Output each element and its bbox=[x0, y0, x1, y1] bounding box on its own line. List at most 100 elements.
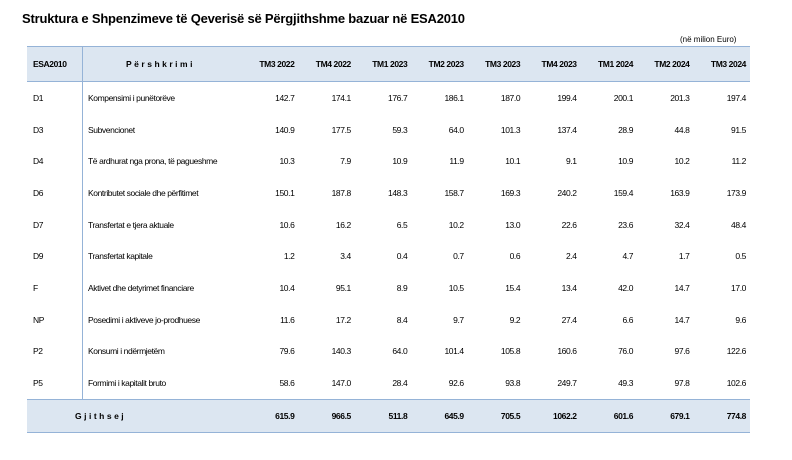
header-period: TM2 2023 bbox=[411, 46, 468, 82]
row-value: 15.4 bbox=[505, 282, 521, 293]
table-row: P5 Formimi i kapitalit bruto 58.6 147.0 28.4… bbox=[27, 367, 750, 400]
table-row: F Aktivet dhe detyrimet financiare 10.4 95.… bbox=[27, 272, 750, 304]
unit-note: (në milion Euro) bbox=[680, 35, 737, 44]
total-row: Gjithsej 615.9 966.5 511.8 645.9 705.5 1062.2 6… bbox=[27, 398, 750, 433]
table-row: D9 Transfertat kapitale 1.2 3.4 0.4 0.7 0.6 2.4… bbox=[27, 240, 750, 273]
expenditure-table: ESA2010 Përshkrimi TM3 2022 TM4 2022 TM1 2… bbox=[27, 46, 750, 433]
row-code: D3 bbox=[33, 124, 44, 135]
row-value: 48.4 bbox=[731, 219, 746, 230]
row-value: 9.1 bbox=[566, 156, 577, 167]
row-value: 23.6 bbox=[618, 219, 634, 230]
table-row: P2 Konsumi i ndërmjetëm 79.6 140.3 64.0 101.4… bbox=[27, 335, 750, 368]
row-value: 173.9 bbox=[726, 187, 747, 198]
header-period: TM1 2024 bbox=[580, 46, 638, 82]
row-value: 95.1 bbox=[335, 282, 351, 293]
row-desc: Kompensimi i punëtorëve bbox=[82, 81, 242, 114]
row-value: 8.4 bbox=[396, 314, 408, 325]
row-code: D6 bbox=[33, 187, 44, 198]
row-code: P5 bbox=[33, 378, 43, 389]
row-value: 10.1 bbox=[505, 156, 521, 167]
row-value: 9.7 bbox=[453, 314, 464, 325]
row-value: 10.9 bbox=[392, 156, 408, 167]
total-value: 966.5 bbox=[298, 398, 355, 433]
row-value: 187.0 bbox=[500, 92, 521, 103]
row-value: 177.5 bbox=[331, 124, 352, 135]
row-value: 0.4 bbox=[396, 251, 408, 262]
header-period: TM3 2023 bbox=[467, 46, 525, 82]
row-desc: Transfertat kapitale bbox=[82, 240, 242, 273]
row-value: 147.0 bbox=[331, 378, 352, 389]
row-code: D7 bbox=[33, 219, 44, 230]
row-value: 9.2 bbox=[509, 314, 521, 325]
row-value: 10.9 bbox=[618, 156, 634, 167]
row-value: 7.9 bbox=[340, 156, 351, 167]
row-code: F bbox=[33, 282, 38, 293]
row-value: 176.7 bbox=[388, 92, 408, 103]
header-period: TM4 2022 bbox=[298, 46, 355, 82]
row-value: 2.4 bbox=[566, 251, 577, 262]
row-value: 27.4 bbox=[561, 314, 577, 325]
row-value: 11.6 bbox=[280, 314, 295, 325]
row-code: NP bbox=[33, 314, 45, 325]
row-value: 13.4 bbox=[561, 282, 577, 293]
table-row: D7 Transfertat e tjera aktuale 10.6 16.2 6.5… bbox=[27, 208, 750, 241]
total-value: 1062.2 bbox=[524, 398, 581, 433]
total-label: Gjithsej bbox=[27, 398, 242, 433]
row-value: 186.1 bbox=[444, 92, 464, 103]
row-value: 14.7 bbox=[674, 282, 690, 293]
row-value: 64.0 bbox=[448, 124, 464, 135]
row-value: 101.3 bbox=[500, 124, 521, 135]
row-value: 142.7 bbox=[275, 92, 295, 103]
row-value: 199.4 bbox=[557, 92, 577, 103]
row-value: 0.6 bbox=[509, 251, 521, 262]
row-value: 10.6 bbox=[279, 219, 295, 230]
row-value: 148.3 bbox=[388, 187, 408, 198]
table-row: D4 Të ardhurat nga prona, të pagueshme 10.… bbox=[27, 145, 750, 178]
row-value: 174.1 bbox=[331, 92, 352, 103]
total-value: 774.8 bbox=[693, 398, 750, 433]
row-value: 1.7 bbox=[678, 251, 690, 262]
row-value: 105.8 bbox=[500, 346, 521, 357]
header-row: ESA2010 Përshkrimi TM3 2022 TM4 2022 TM1 2… bbox=[27, 46, 750, 82]
total-value: 615.9 bbox=[242, 398, 299, 433]
row-value: 42.0 bbox=[618, 282, 634, 293]
row-value: 4.7 bbox=[622, 251, 634, 262]
header-desc: Përshkrimi bbox=[82, 46, 242, 82]
row-value: 8.9 bbox=[396, 282, 408, 293]
row-value: 9.6 bbox=[735, 314, 746, 325]
row-value: 102.6 bbox=[726, 378, 747, 389]
row-desc: Konsumi i ndërmjetëm bbox=[82, 335, 242, 368]
row-value: 92.6 bbox=[448, 378, 464, 389]
row-value: 137.4 bbox=[557, 124, 577, 135]
row-value: 163.9 bbox=[670, 187, 690, 198]
row-value: 200.1 bbox=[613, 92, 634, 103]
table-row: NP Posedimi i aktiveve jo-prodhuese 11.6 17… bbox=[27, 303, 750, 336]
row-value: 44.8 bbox=[674, 124, 690, 135]
header-period: TM2 2024 bbox=[637, 46, 694, 82]
total-value: 645.9 bbox=[411, 398, 468, 433]
row-value: 10.2 bbox=[448, 219, 464, 230]
row-value: 22.6 bbox=[561, 219, 577, 230]
row-value: 197.4 bbox=[726, 92, 747, 103]
table-row: D3 Subvencionet 140.9 177.5 59.3 64.0 101.3 137… bbox=[27, 113, 750, 146]
total-value: 679.1 bbox=[637, 398, 694, 433]
row-value: 32.4 bbox=[674, 219, 690, 230]
row-value: 91.5 bbox=[731, 124, 746, 135]
row-value: 59.3 bbox=[392, 124, 408, 135]
row-value: 150.1 bbox=[275, 187, 295, 198]
row-value: 13.0 bbox=[505, 219, 521, 230]
row-value: 201.3 bbox=[670, 92, 690, 103]
header-code: ESA2010 bbox=[27, 46, 83, 82]
row-value: 17.2 bbox=[335, 314, 351, 325]
row-value: 1.2 bbox=[283, 251, 295, 262]
row-value: 10.5 bbox=[448, 282, 464, 293]
row-desc: Aktivet dhe detyrimet financiare bbox=[82, 272, 242, 304]
row-value: 159.4 bbox=[613, 187, 634, 198]
total-value: 511.8 bbox=[354, 398, 412, 433]
header-period: TM1 2023 bbox=[354, 46, 412, 82]
row-value: 158.7 bbox=[444, 187, 464, 198]
header-period: TM3 2022 bbox=[242, 46, 299, 82]
row-value: 140.3 bbox=[331, 346, 352, 357]
table-row: D6 Kontributet sociale dhe përfitimet 150.… bbox=[27, 177, 750, 209]
row-value: 140.9 bbox=[275, 124, 295, 135]
